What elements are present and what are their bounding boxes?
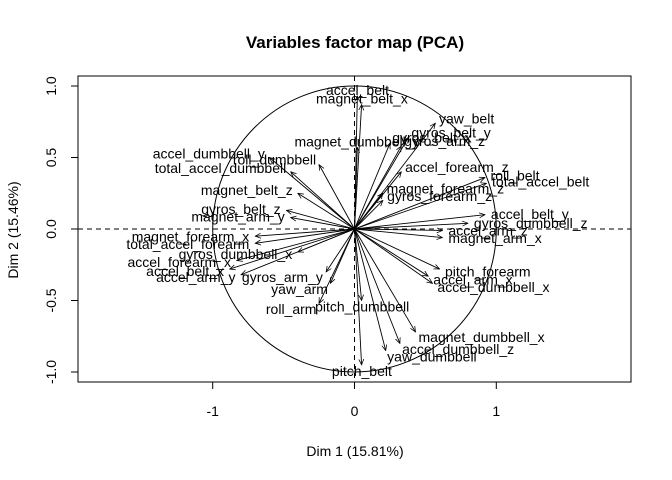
variable-label: accel_dumbbell_z <box>402 341 514 357</box>
y-tick-label: -0.5 <box>43 288 59 312</box>
variable-label: gyros_belt_y <box>411 124 490 140</box>
y-tick-label: 1.0 <box>43 76 59 96</box>
variable-label: magnet_arm_y <box>191 209 284 225</box>
variable-label: pitch_forearm <box>445 264 531 280</box>
x-tick-label: 0 <box>351 403 359 419</box>
variable-label: total_accel_dumbbell <box>155 160 287 176</box>
variable-label: accel_arm_z <box>448 223 527 239</box>
variable-label: total_accel_belt <box>492 173 589 189</box>
variable-arrow <box>354 228 400 343</box>
variable-arrow <box>354 147 358 230</box>
variable-arrow <box>255 228 355 236</box>
variable-label: accel_arm_y <box>156 269 235 285</box>
variable-label: yaw_arm <box>271 281 328 297</box>
variable-arrow <box>286 210 355 230</box>
variable-label: roll_dumbbell <box>233 151 316 167</box>
variable-label: accel_arm_x <box>433 271 512 287</box>
variable-arrow <box>354 183 487 230</box>
variable-label: accel_dumbbell_y <box>153 146 265 162</box>
variable-arrow <box>354 228 362 300</box>
variable-label: gyros_dumbbell_x <box>179 246 293 262</box>
variable-label: yaw_dumbbell <box>387 348 477 364</box>
variable-label: magnet_dumbbell_x <box>419 329 545 345</box>
variable-label: gyros_arm_y <box>242 269 323 285</box>
variable-arrow <box>291 172 355 230</box>
variable-label: accel_belt <box>326 82 389 98</box>
variable-label: total_accel_forearm <box>126 236 249 252</box>
variable-arrow <box>354 228 416 332</box>
variable-arrow <box>298 193 355 230</box>
variable-arrow <box>269 158 355 230</box>
variable-arrow <box>354 200 383 230</box>
variable-arrow <box>354 143 390 230</box>
variable-label: magnet_dumbbell_y <box>294 133 420 149</box>
variable-arrow <box>237 228 355 260</box>
y-tick-label: -1.0 <box>43 360 59 384</box>
variable-label: accel_belt_y <box>491 206 569 222</box>
variable-arrow <box>354 228 429 276</box>
variable-arrow <box>354 228 362 365</box>
variable-arrow <box>354 228 433 283</box>
variable-arrow <box>230 228 355 269</box>
variable-arrow <box>354 228 443 238</box>
variable-label: accel_belt_x <box>146 263 224 279</box>
y-axis-label: Dim 2 (15.46%) <box>5 181 21 278</box>
variable-label: roll_belt <box>491 167 540 183</box>
variable-label: accel_dumbbell_x <box>437 279 549 295</box>
chart-title: Variables factor map (PCA) <box>246 33 464 52</box>
variable-arrow <box>354 105 362 230</box>
variable-arrow <box>298 228 355 252</box>
x-tick-label: -1 <box>206 403 219 419</box>
variable-label: magnet_arm_x <box>448 230 541 246</box>
variable-label: roll_arm <box>266 301 317 317</box>
variable-label: pitch_belt <box>332 363 392 379</box>
variable-label: magnet_forearm_x <box>132 229 250 245</box>
variable-arrow <box>354 178 485 230</box>
variable-label: magnet_belt_z <box>201 182 293 198</box>
variable-arrow <box>255 228 355 243</box>
y-tick-label: 0.0 <box>43 219 59 239</box>
variable-label: gyros_belt_x <box>392 130 471 146</box>
variable-arrow <box>318 228 355 303</box>
x-tick-label: 1 <box>492 403 500 419</box>
variable-arrow <box>354 146 402 230</box>
variable-arrow <box>354 228 440 270</box>
y-tick-label: 0.5 <box>43 148 59 168</box>
variable-arrow <box>326 228 355 272</box>
variable-arrow <box>319 165 355 230</box>
variable-label: yaw_belt <box>439 110 494 126</box>
plot-area: -1 0 1-1.0-0.50.00.51.0 accel_beltmagnet_be… <box>43 75 632 419</box>
variable-label: gyros_dumbbell_z <box>474 215 588 231</box>
variable-label: accel_forearm_x <box>128 254 232 270</box>
variable-arrow <box>354 193 383 230</box>
variable-label: gyros_belt_z <box>201 201 280 217</box>
x-axis-label: Dim 1 (15.81%) <box>306 443 403 459</box>
variable-label: accel_forearm_z <box>405 159 509 175</box>
variable-label: magnet_belt_x <box>316 91 408 107</box>
variable-label: gyros_arm_z <box>404 133 485 149</box>
variable-arrow <box>291 218 355 230</box>
variable-arrow <box>354 229 443 230</box>
variable-label: pitch_dumbbell <box>315 298 409 314</box>
variable-arrow <box>354 223 468 230</box>
variable-arrow <box>354 228 386 351</box>
variable-arrow <box>354 215 485 230</box>
variable-label: magnet_forearm_z <box>387 181 505 197</box>
variable-label: gyros_forearm_z <box>387 188 492 204</box>
